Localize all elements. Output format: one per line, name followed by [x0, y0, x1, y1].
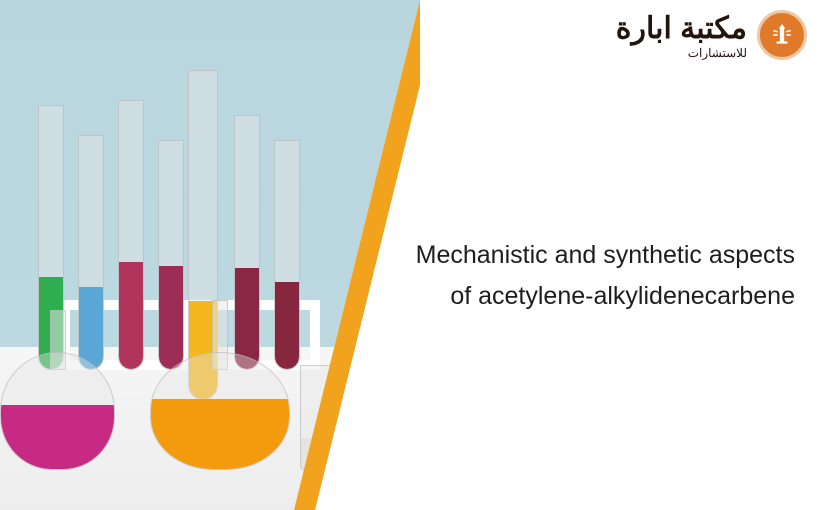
flask-orange — [150, 300, 290, 470]
brand-tagline: للاستشارات — [616, 46, 747, 60]
test-tube — [118, 100, 144, 370]
title-line-1: Mechanistic and synthetic aspects — [360, 235, 795, 276]
brand-logo — [757, 10, 807, 60]
title-line-2: of acetylene-alkylidenecarbene — [360, 276, 795, 317]
lab-photo — [0, 0, 420, 510]
brand-block: مكتبة ابارة للاستشارات — [616, 10, 807, 60]
beaker — [300, 365, 375, 470]
document-title: Mechanistic and synthetic aspects of ace… — [360, 235, 795, 318]
lighthouse-icon — [769, 22, 795, 48]
cover-page: مكتبة ابارة للاستشارات Mechanistic and s… — [0, 0, 825, 510]
brand-name: مكتبة ابارة — [616, 11, 747, 46]
brand-text: مكتبة ابارة للاستشارات — [616, 11, 747, 60]
flask-pink — [0, 310, 115, 470]
